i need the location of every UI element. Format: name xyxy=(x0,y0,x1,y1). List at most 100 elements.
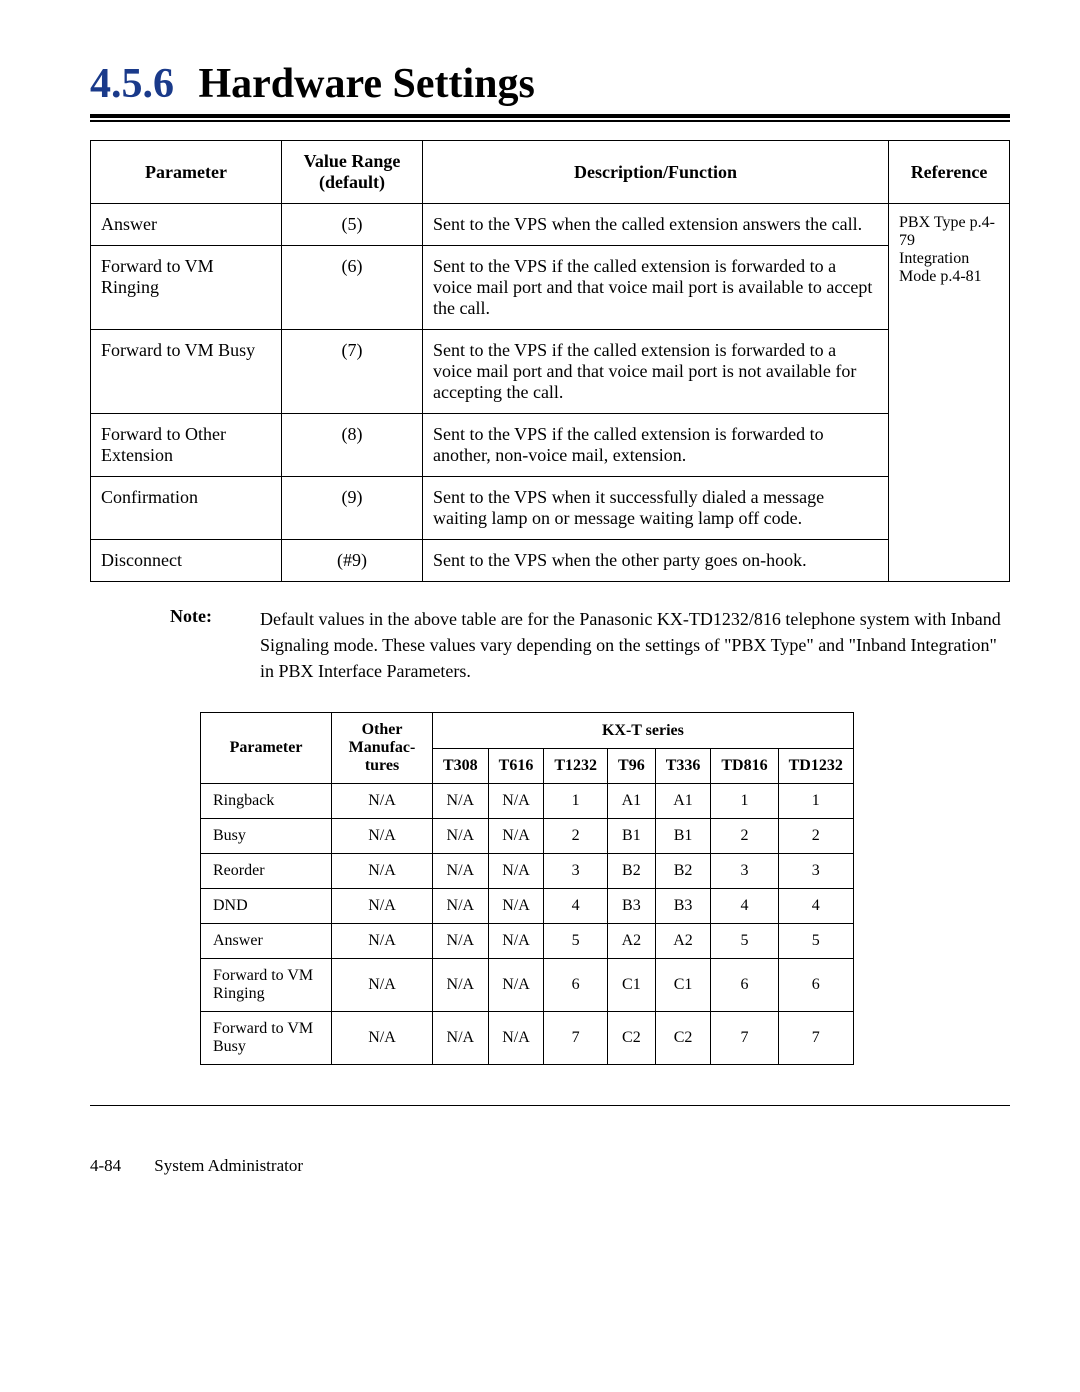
t1-header-range: Value Range (default) xyxy=(282,141,423,204)
t2-header-other: Other Manufac-tures xyxy=(332,713,433,784)
t2-val: A1 xyxy=(655,784,711,819)
t1-param: Forward to VM Ringing xyxy=(91,246,282,330)
t1-param: Confirmation xyxy=(91,477,282,540)
t1-param: Forward to Other Extension xyxy=(91,414,282,477)
t2-val: N/A xyxy=(488,819,544,854)
t2-val: 5 xyxy=(778,924,853,959)
t2-val: N/A xyxy=(433,959,489,1012)
t2-val: 2 xyxy=(711,819,778,854)
t2-val: N/A xyxy=(433,1012,489,1065)
t1-header-ref: Reference xyxy=(889,141,1010,204)
table-row: Answer N/A N/A N/A 5 A2 A2 5 5 xyxy=(201,924,854,959)
t2-header-param: Parameter xyxy=(201,713,332,784)
t2-other: N/A xyxy=(332,889,433,924)
t2-val: N/A xyxy=(488,959,544,1012)
t2-val: 2 xyxy=(778,819,853,854)
t2-val: 3 xyxy=(778,854,853,889)
footer-label: System Administrator xyxy=(154,1156,303,1175)
t1-param: Answer xyxy=(91,204,282,246)
t2-val: A1 xyxy=(608,784,656,819)
t2-other: N/A xyxy=(332,959,433,1012)
t2-val: C1 xyxy=(655,959,711,1012)
t2-val: N/A xyxy=(488,1012,544,1065)
t2-col: TD816 xyxy=(711,748,778,784)
t2-other: N/A xyxy=(332,784,433,819)
t2-val: N/A xyxy=(488,854,544,889)
t2-val: 6 xyxy=(711,959,778,1012)
page-number: 4-84 xyxy=(90,1156,150,1176)
t1-desc: Sent to the VPS when the other party goe… xyxy=(423,540,889,582)
t2-val: 3 xyxy=(544,854,608,889)
section-title: Hardware Settings xyxy=(199,61,535,107)
page-footer: 4-84 System Administrator xyxy=(90,1156,1010,1176)
t2-val: 6 xyxy=(544,959,608,1012)
t2-col: T616 xyxy=(488,748,544,784)
table-row: Reorder N/A N/A N/A 3 B2 B2 3 3 xyxy=(201,854,854,889)
table-row: DND N/A N/A N/A 4 B3 B3 4 4 xyxy=(201,889,854,924)
t2-val: B1 xyxy=(608,819,656,854)
t2-col: T308 xyxy=(433,748,489,784)
t2-val: 5 xyxy=(711,924,778,959)
t2-val: 1 xyxy=(778,784,853,819)
t2-val: N/A xyxy=(433,889,489,924)
t2-header-group: KX-T series xyxy=(433,713,854,749)
t1-range: (#9) xyxy=(282,540,423,582)
t2-val: B2 xyxy=(655,854,711,889)
t2-val: C1 xyxy=(608,959,656,1012)
t2-val: N/A xyxy=(433,784,489,819)
t2-val: 4 xyxy=(711,889,778,924)
table-row: Busy N/A N/A N/A 2 B1 B1 2 2 xyxy=(201,819,854,854)
footer-rule xyxy=(90,1105,1010,1106)
parameters-table: Parameter Value Range (default) Descript… xyxy=(90,140,1010,582)
table-row: Confirmation (9) Sent to the VPS when it… xyxy=(91,477,1010,540)
note-block: Note: Default values in the above table … xyxy=(170,606,1010,684)
t2-val: 1 xyxy=(711,784,778,819)
t2-param: Answer xyxy=(201,924,332,959)
table-row: Ringback N/A N/A N/A 1 A1 A1 1 1 xyxy=(201,784,854,819)
t2-param: Reorder xyxy=(201,854,332,889)
t2-val: 2 xyxy=(544,819,608,854)
note-label: Note: xyxy=(170,606,260,684)
t1-desc: Sent to the VPS when the called extensio… xyxy=(423,204,889,246)
t1-header-param: Parameter xyxy=(91,141,282,204)
t1-header-desc: Description/Function xyxy=(423,141,889,204)
t2-param: Forward to VM Busy xyxy=(201,1012,332,1065)
t2-val: B3 xyxy=(608,889,656,924)
t2-val: 7 xyxy=(544,1012,608,1065)
table-row: Forward to VM Ringing N/A N/A N/A 6 C1 C… xyxy=(201,959,854,1012)
t1-desc: Sent to the VPS if the called extension … xyxy=(423,246,889,330)
t2-col: T96 xyxy=(608,748,656,784)
t2-other: N/A xyxy=(332,1012,433,1065)
t2-val: B3 xyxy=(655,889,711,924)
t2-val: N/A xyxy=(488,889,544,924)
t1-desc: Sent to the VPS if the called extension … xyxy=(423,330,889,414)
t2-col: T1232 xyxy=(544,748,608,784)
t2-val: N/A xyxy=(488,784,544,819)
heading-rule-thin xyxy=(90,120,1010,122)
t1-range: (7) xyxy=(282,330,423,414)
t2-other: N/A xyxy=(332,854,433,889)
t1-range: (8) xyxy=(282,414,423,477)
t2-val: 7 xyxy=(778,1012,853,1065)
t2-param: Busy xyxy=(201,819,332,854)
t2-val: 4 xyxy=(778,889,853,924)
t2-val: N/A xyxy=(433,819,489,854)
t2-val: N/A xyxy=(488,924,544,959)
note-text: Default values in the above table are fo… xyxy=(260,606,1010,684)
table-row: Forward to VM Busy (7) Sent to the VPS i… xyxy=(91,330,1010,414)
t2-val: 5 xyxy=(544,924,608,959)
table-row: Forward to Other Extension (8) Sent to t… xyxy=(91,414,1010,477)
t2-val: A2 xyxy=(655,924,711,959)
t1-param: Disconnect xyxy=(91,540,282,582)
t2-param: Ringback xyxy=(201,784,332,819)
t2-val: B2 xyxy=(608,854,656,889)
table-row: Forward to VM Busy N/A N/A N/A 7 C2 C2 7… xyxy=(201,1012,854,1065)
t2-param: Forward to VM Ringing xyxy=(201,959,332,1012)
table-row: Answer (5) Sent to the VPS when the call… xyxy=(91,204,1010,246)
t2-val: C2 xyxy=(608,1012,656,1065)
t2-other: N/A xyxy=(332,924,433,959)
t2-val: 6 xyxy=(778,959,853,1012)
section-number: 4.5.6 xyxy=(90,61,174,107)
t2-val: 1 xyxy=(544,784,608,819)
t2-val: A2 xyxy=(608,924,656,959)
